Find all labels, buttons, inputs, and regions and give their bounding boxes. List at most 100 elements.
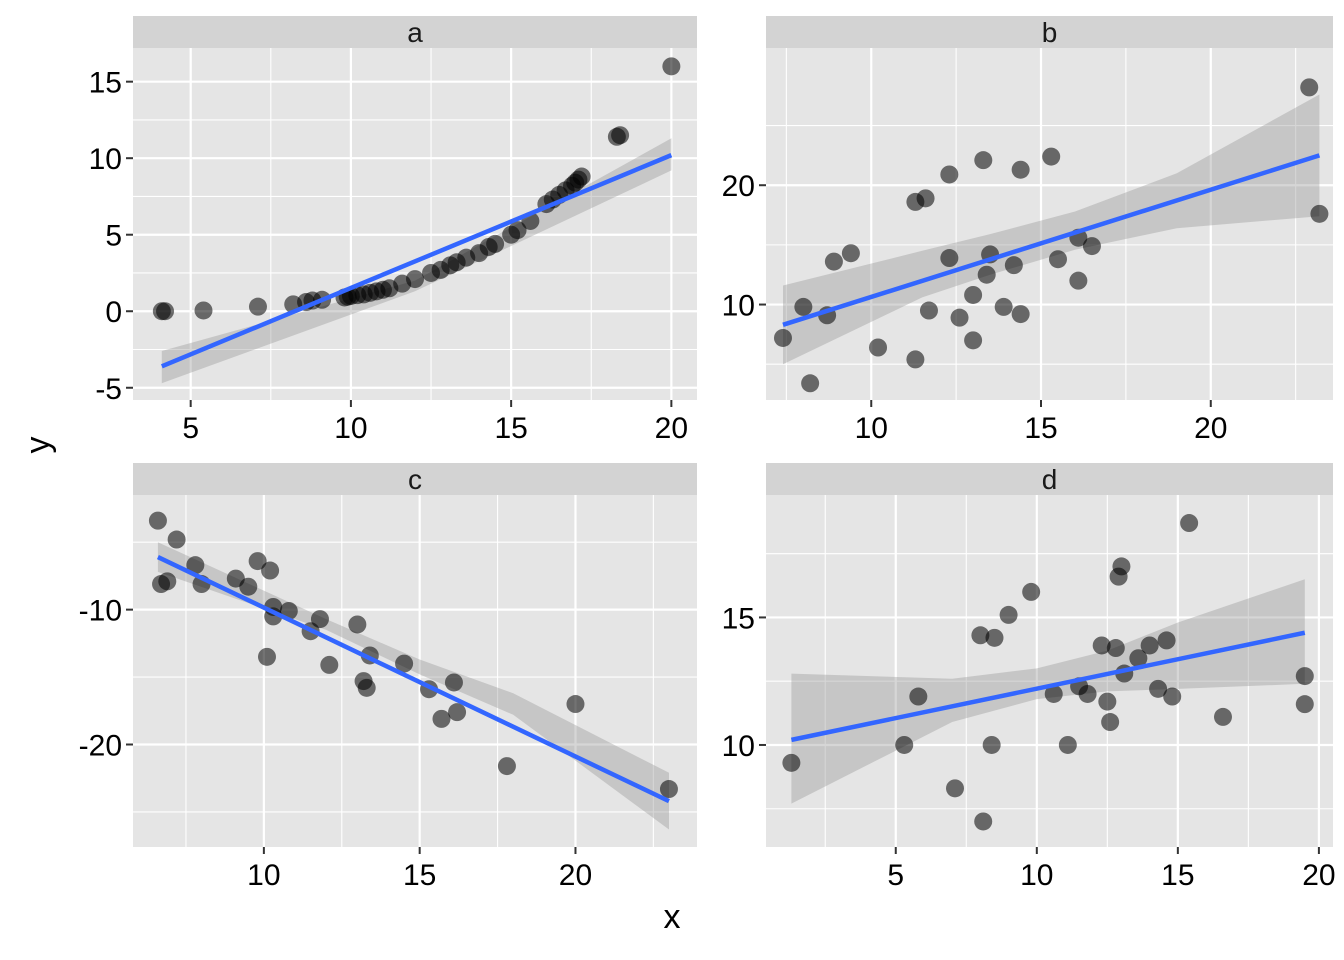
panel-background	[133, 495, 697, 847]
facet-strip-label: a	[407, 17, 423, 48]
data-point	[572, 167, 591, 186]
data-point	[1011, 305, 1030, 324]
data-point	[1058, 735, 1077, 754]
data-point	[156, 302, 175, 321]
data-point	[869, 338, 888, 357]
data-point	[432, 709, 451, 728]
data-point	[1140, 636, 1159, 655]
x-axis-title: x	[663, 898, 681, 936]
facet-strip-label: d	[1042, 464, 1058, 495]
confidence-band	[783, 94, 1320, 365]
y-tick-label: 5	[105, 220, 122, 253]
facet-strip	[133, 463, 697, 495]
data-point	[964, 285, 983, 304]
data-point	[186, 556, 205, 575]
data-point	[895, 735, 914, 754]
data-point	[974, 151, 993, 170]
y-tick-label: 20	[722, 170, 755, 203]
x-tick-label: 10	[855, 412, 888, 445]
data-point	[1078, 684, 1097, 703]
data-point	[486, 234, 505, 253]
data-point	[801, 374, 820, 393]
data-point	[566, 695, 585, 714]
x-tick-label: 20	[1194, 412, 1227, 445]
y-tick-label: 10	[722, 730, 755, 763]
data-point	[946, 779, 964, 798]
data-point	[248, 552, 267, 571]
data-point	[659, 780, 678, 799]
facet-strip	[766, 16, 1333, 48]
data-point	[1163, 687, 1182, 706]
data-point	[1295, 667, 1314, 686]
regression-line	[790, 630, 1306, 743]
x-tick-label: 15	[1024, 412, 1057, 445]
x-tick-label: 20	[655, 412, 688, 445]
data-point	[964, 331, 983, 350]
data-point	[444, 673, 463, 692]
data-point	[1022, 582, 1041, 601]
facet-strip-label: c	[408, 464, 422, 495]
data-point	[348, 615, 367, 634]
data-point	[248, 297, 267, 316]
facet-panel-a: a 5 10 15 20 -5 0 5 10 15	[89, 16, 697, 445]
data-point	[257, 647, 276, 666]
y-tick-label: -20	[79, 730, 122, 763]
data-point	[1106, 639, 1125, 658]
x-tick-label: 10	[247, 859, 280, 892]
data-point	[1310, 204, 1329, 223]
data-point	[824, 252, 843, 271]
data-point	[1101, 713, 1120, 732]
data-point	[1082, 237, 1101, 256]
data-point	[158, 572, 177, 591]
data-point	[919, 301, 938, 320]
x-tick-label: 20	[559, 859, 592, 892]
x-tick-label: 5	[887, 859, 904, 892]
data-point	[1092, 636, 1111, 655]
data-point	[167, 530, 186, 549]
x-tick-label: 10	[334, 412, 367, 445]
data-point	[940, 165, 959, 184]
data-point	[1129, 649, 1148, 668]
x-tick-label: 20	[1302, 859, 1335, 892]
data-point	[994, 297, 1013, 316]
y-tick-label: -5	[95, 373, 122, 406]
data-point	[1213, 707, 1232, 726]
data-point	[1069, 271, 1088, 290]
data-point	[906, 350, 925, 369]
data-point	[1149, 679, 1168, 698]
confidence-band	[161, 138, 672, 384]
data-point	[1004, 256, 1023, 275]
data-point	[982, 735, 1001, 754]
data-point	[1098, 692, 1117, 711]
data-point	[1295, 695, 1314, 714]
facet-strip-label: b	[1042, 17, 1058, 48]
data-point	[841, 244, 860, 263]
data-point	[508, 221, 527, 240]
data-point	[794, 297, 813, 316]
data-point	[950, 308, 969, 327]
data-point	[1042, 147, 1061, 166]
data-point	[977, 265, 996, 284]
regression-line	[156, 555, 670, 804]
y-tick-label: 10	[722, 290, 755, 323]
data-point	[320, 655, 339, 674]
y-tick-label: 15	[722, 602, 755, 635]
data-point	[909, 687, 928, 706]
data-point	[773, 328, 792, 347]
y-axis-title: y	[19, 436, 57, 454]
data-point	[448, 703, 467, 722]
y-tick-label: 15	[89, 67, 122, 100]
data-point	[1112, 557, 1131, 576]
x-tick-label: 15	[494, 412, 527, 445]
data-point	[148, 511, 167, 530]
data-point	[261, 561, 280, 580]
data-point	[1044, 684, 1063, 703]
data-point	[985, 628, 1004, 647]
facet-panel-c: c 10 15 20 -10 -20	[79, 463, 697, 892]
x-tick-label: 15	[403, 859, 436, 892]
data-point	[971, 626, 990, 645]
data-point	[611, 126, 630, 145]
data-point	[239, 577, 258, 596]
data-point	[782, 753, 801, 772]
